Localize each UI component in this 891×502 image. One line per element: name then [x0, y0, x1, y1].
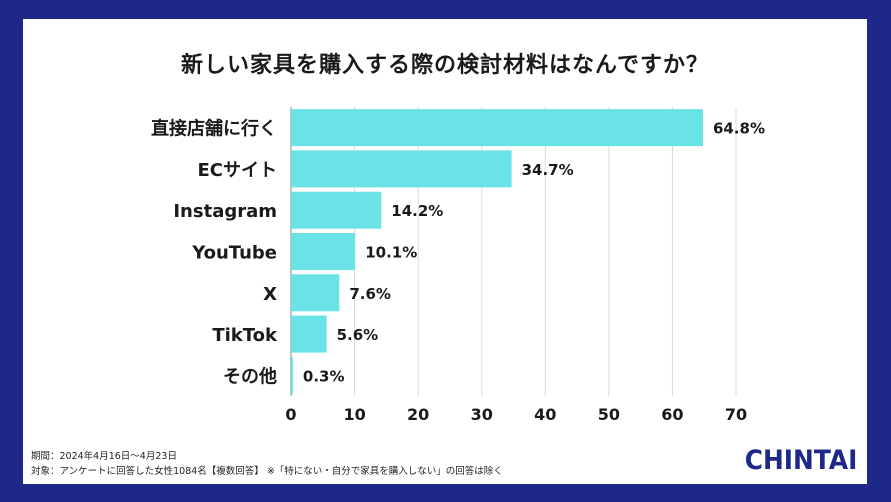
category-label: その他: [223, 365, 277, 387]
category-label: ECサイト: [197, 160, 277, 181]
x-tick-label: 30: [471, 405, 493, 424]
footnote-subject: 対象：アンケートに回答した女性1084名【複数回答】 ※「特にない・自分で家具を…: [31, 466, 503, 477]
x-tick-label: 60: [661, 405, 683, 424]
bar: [291, 233, 356, 270]
value-label: 7.6%: [349, 285, 391, 303]
chintai-logo: CHINTAI: [744, 445, 857, 476]
category-label: TikTok: [212, 325, 278, 346]
chart-title: 新しい家具を購入する際の検討材料はなんですか？: [181, 53, 709, 78]
bar: [291, 150, 512, 188]
bar-chart: 0 10 20 30 40 50 60 70 直接店舗に行く 64.8% ECサイト 34.7% Ins…: [151, 107, 765, 424]
x-tick-label: 70: [725, 405, 747, 424]
category-label: YouTube: [191, 243, 277, 264]
bar: [291, 109, 703, 147]
footnote-period: 期間：2024年4月16日〜4月23日: [31, 451, 177, 462]
value-label: 5.6%: [337, 326, 379, 344]
value-label: 64.8%: [713, 120, 765, 138]
bar: [291, 191, 382, 229]
chart-panel: 新しい家具を購入する際の検討材料はなんですか？ 0 10 20 30 40 50 60 70 直…: [23, 19, 867, 484]
x-tick-label: 50: [598, 405, 620, 424]
bar: [291, 356, 293, 394]
value-label: 10.1%: [365, 244, 417, 262]
bar: [291, 315, 327, 353]
value-label: 0.3%: [303, 367, 345, 385]
category-label: 直接店舗に行く: [151, 118, 277, 140]
x-tick-label: 10: [343, 405, 365, 424]
category-label: X: [263, 284, 277, 305]
value-label: 34.7%: [522, 161, 574, 179]
bar: [291, 274, 340, 312]
value-label: 14.2%: [391, 202, 443, 220]
x-tick-label: 20: [407, 405, 429, 424]
x-tick-label: 0: [285, 405, 296, 424]
category-label: Instagram: [173, 201, 277, 222]
x-tick-label: 40: [534, 405, 556, 424]
